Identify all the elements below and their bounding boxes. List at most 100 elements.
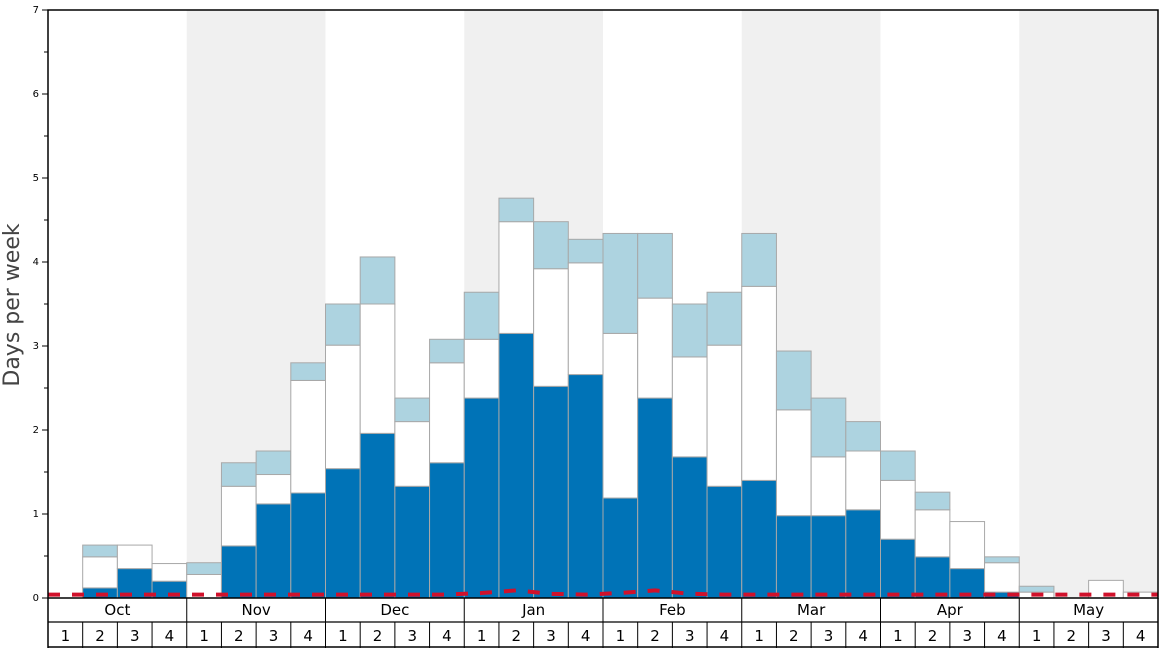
bar-segment [845,421,881,452]
bar-segment [255,450,292,476]
y-tick-label: 7 [33,5,39,16]
bar-segment [394,485,431,599]
stacked-bars [82,197,1159,599]
month-band-may [1019,10,1158,598]
bar-segment [602,332,639,499]
week-label: 2 [928,627,938,645]
bar-segment [880,450,916,481]
bar-segment [775,350,812,411]
bar-segment [914,491,951,511]
bar-segment [498,332,535,599]
bar-segment [290,492,326,599]
week-label: 3 [685,627,695,645]
bar-segment [429,462,465,599]
bar-segment [429,362,465,464]
y-tick-label: 5 [33,173,39,184]
bar-segment [567,262,604,376]
month-label: Oct [104,601,130,619]
y-axis-label: Days per week [0,223,25,386]
y-tick-label: 6 [33,89,39,100]
bar-segment [429,338,465,364]
y-tick-label: 3 [33,341,39,352]
bar-segment [463,397,500,599]
bar-segment [220,462,257,487]
week-label: 2 [650,627,660,645]
week-label: 1 [893,627,903,645]
week-label: 2 [789,627,799,645]
bar-segment [671,356,708,458]
bar-segment [706,291,743,346]
trend-line-path [48,588,1158,597]
trend-line [48,588,1158,597]
bar-segment [394,397,431,423]
bar-segment [220,485,257,547]
bar-segment [845,450,881,511]
month-label: Feb [659,601,686,619]
y-tick-label: 0 [33,593,39,604]
bar-segment [602,232,639,334]
bar-segment [82,556,118,589]
week-label: 1 [61,627,71,645]
bar-segment [949,521,986,570]
bar-segment [325,344,361,470]
week-label: 3 [546,627,556,645]
bar-segment [463,291,500,340]
month-label: Nov [241,601,270,619]
week-label: 3 [824,627,834,645]
axes: 0 1 2 3 4 5 6 7 Oct Nov Dec Jan Feb Mar Apr May 1 2 3 4 1 2 3 4… [33,5,1159,648]
bar-segment [325,468,361,599]
bar-segment [637,232,673,299]
week-label: 4 [581,627,591,645]
bar-segment [810,397,847,458]
week-label: 4 [442,627,452,645]
week-label: 4 [997,627,1007,645]
bar-segment [602,497,639,599]
bar-segment [290,362,326,381]
week-label: 2 [1067,627,1077,645]
bar-segment [533,221,569,270]
week-label: 3 [269,627,279,645]
week-label: 3 [407,627,417,645]
bar-segment [914,556,951,599]
bar-segment [914,509,951,558]
week-label: 1 [616,627,626,645]
week-label: 2 [234,627,244,645]
week-label: 1 [199,627,209,645]
bar-segment [394,421,431,487]
bar-segment [706,344,743,487]
bar-segment [567,374,604,599]
bar-segment [186,562,222,575]
week-label: 1 [477,627,487,645]
month-label: May [1073,601,1104,619]
week-label: 3 [130,627,140,645]
bar-segment [82,544,118,558]
week-label: 4 [165,627,175,645]
bar-segment [741,479,777,599]
bar-segment [533,385,569,599]
week-label: 1 [338,627,348,645]
week-label: 3 [962,627,972,645]
week-label: 1 [1032,627,1042,645]
bar-segment [637,397,673,599]
bar-segment [880,479,916,540]
y-tick-label: 2 [33,425,39,436]
bar-segment [984,562,1020,593]
month-label: Dec [380,601,409,619]
bar-segment [359,432,396,599]
bar-segment [116,544,153,570]
week-label: 2 [95,627,105,645]
bar-segment [325,303,361,346]
bar-segment [151,563,188,582]
y-tick-label: 4 [33,257,39,268]
bar-segment [775,409,812,517]
bar-segment [498,197,535,223]
week-label: 3 [1101,627,1111,645]
bar-segment [741,285,777,481]
month-label: Jan [521,601,545,619]
bar-segment [810,456,847,517]
bar-segment [775,515,812,599]
bar-segment [220,545,257,599]
bar-segment [255,503,292,599]
bar-segment [810,515,847,599]
